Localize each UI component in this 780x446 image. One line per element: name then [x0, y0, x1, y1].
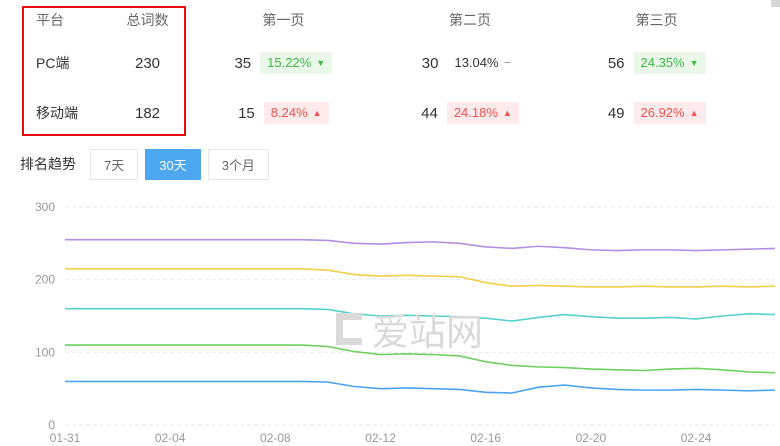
trend-controls: 排名趋势 7天 30天 3个月: [20, 148, 276, 180]
trend-line-chart-svg: 0 100 200 300 01-31 02-04 02-08 02-12 02-16 02-20…: [35, 200, 776, 445]
change-badge: 24.35% ▼: [633, 52, 706, 74]
change-flat-icon: −: [503, 55, 512, 71]
row-mobile-platform: 移动端: [36, 105, 78, 121]
x-axis-tick-label: 02-08: [260, 431, 291, 445]
ranking-trend-chart: 0 100 200 300 01-31 02-04 02-08 02-12 02-16 02-20…: [0, 190, 780, 446]
row-mobile-page2: 44 24.18% ▲: [377, 102, 564, 124]
row-pc-total: 230: [134, 54, 161, 72]
tab-7-days[interactable]: 7天: [90, 148, 139, 180]
row-mobile-page3: 49 26.92% ▲: [563, 102, 750, 124]
tab-3-months[interactable]: 3个月: [207, 148, 269, 180]
trend-line-blue: [65, 380, 776, 394]
x-axis-tick-label: 02-12: [365, 431, 396, 445]
x-axis-tick-label: 02-04: [155, 431, 186, 445]
change-badge: 26.92% ▲: [633, 102, 706, 124]
y-axis-tick-label: 0: [48, 418, 55, 432]
row-pc-page3: 56 24.35% ▼: [563, 52, 750, 74]
row-mobile-page1: 15 8.24% ▲: [190, 102, 377, 124]
header-platform: 平台: [36, 12, 64, 28]
change-percent: 24.18%: [453, 105, 498, 121]
y-axis-tick-label: 200: [35, 273, 55, 287]
row-pc-page2: 30 13.04% −: [377, 52, 564, 74]
change-badge: 15.22% ▼: [260, 52, 333, 74]
page-count: 49: [607, 104, 625, 122]
row-mobile-total: 182: [134, 104, 161, 122]
y-axis-tick-label: 300: [35, 200, 55, 214]
page-count: 30: [421, 54, 439, 72]
tab-30-days[interactable]: 30天: [145, 148, 201, 180]
change-arrow-icon: ▼: [689, 57, 699, 68]
header-page3: 第三页: [635, 12, 678, 28]
change-arrow-icon: ▲: [502, 107, 512, 118]
row-pc-platform: PC端: [36, 55, 70, 71]
change-badge: 8.24% ▲: [263, 102, 329, 124]
trend-section-title: 排名趋势: [20, 156, 76, 172]
change-badge: 13.04% −: [447, 52, 518, 74]
change-arrow-icon: ▲: [689, 107, 699, 118]
page-count: 15: [238, 104, 255, 122]
trend-line-green: [65, 344, 776, 374]
page-count: 56: [607, 54, 625, 72]
change-percent: 8.24%: [270, 105, 308, 121]
page-count: 44: [421, 104, 438, 122]
change-percent: 15.22%: [267, 55, 312, 71]
header-page2: 第二页: [448, 12, 491, 28]
row-pc-page1: 35 15.22% ▼: [190, 52, 377, 74]
change-arrow-icon: ▼: [316, 57, 326, 68]
header-total: 总词数: [126, 12, 169, 28]
trend-line-yellow: [65, 267, 776, 288]
x-axis-tick-label: 02-20: [576, 431, 607, 445]
trend-line-teal: [65, 307, 776, 322]
keyword-stats-table: 平台 总词数 第一页 第二页 第三页 PC端 230 35 15.22% ▼ 3…: [0, 0, 780, 142]
change-percent: 26.92%: [640, 105, 685, 121]
scrollbar-corner: [771, 0, 780, 7]
page-count: 35: [234, 54, 252, 72]
x-axis-tick-label: 01-31: [50, 431, 81, 445]
x-axis-tick-label: 02-16: [470, 431, 501, 445]
y-axis-tick-label: 100: [35, 345, 55, 359]
header-page1: 第一页: [262, 12, 305, 28]
trend-line-purple: [65, 238, 776, 252]
x-axis-tick-label: 02-24: [681, 431, 712, 445]
change-badge: 24.18% ▲: [446, 102, 519, 124]
change-percent: 24.35%: [640, 55, 685, 71]
change-arrow-icon: ▲: [312, 107, 322, 118]
change-percent: 13.04%: [454, 55, 499, 71]
